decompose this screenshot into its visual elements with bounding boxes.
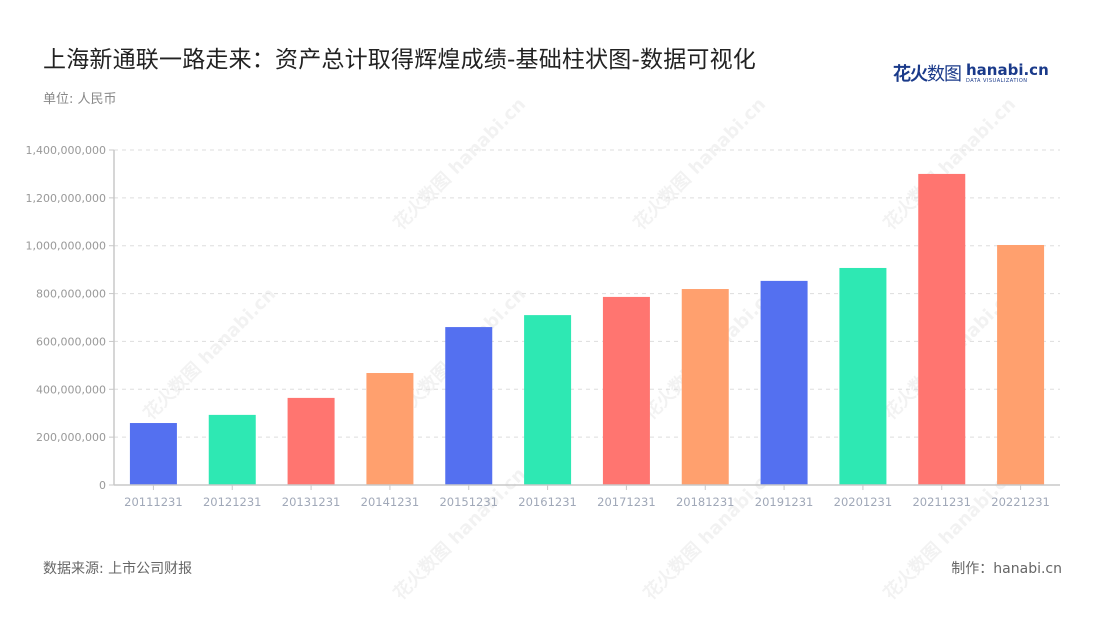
x-tick-label: 20201231 — [834, 495, 893, 509]
unit-label: 单位: 人民币 — [43, 92, 117, 107]
x-tick-label: 20181231 — [676, 495, 735, 509]
x-tick-label: 20111231 — [124, 495, 183, 509]
x-axis: 20111231 20121231 20131231 20141231 20151231… — [114, 484, 1060, 509]
bar-20201231 — [839, 267, 887, 485]
x-tick-label: 20211231 — [912, 495, 971, 509]
bar-20151231 — [445, 327, 493, 485]
bar-20141231 — [366, 373, 414, 485]
y-tick-label: 0 — [99, 479, 106, 492]
y-tick-label: 800,000,000 — [36, 288, 106, 301]
logo-cn: 花火数图 — [893, 60, 962, 86]
logo-tagline: DATA VISUALIZATION — [966, 77, 1028, 84]
bar-20181231 — [681, 289, 729, 485]
bar-20221231 — [997, 244, 1045, 485]
credit: 制作：hanabi.cn — [951, 561, 1062, 577]
logo-cn-bold: 花火 — [893, 64, 928, 85]
y-tick-label: 200,000,000 — [36, 431, 106, 444]
bar-20171231 — [602, 296, 650, 485]
bar-20121231 — [208, 414, 256, 485]
x-tick-label: 20171231 — [597, 495, 656, 509]
x-tick-label: 20221231 — [991, 495, 1050, 509]
y-tick-label: 600,000,000 — [36, 335, 106, 348]
logo-en-text: hanabi.cn — [966, 60, 1049, 79]
bars — [129, 173, 1045, 485]
x-tick-label: 20161231 — [518, 495, 577, 509]
y-tick-label: 1,000,000,000 — [26, 240, 106, 253]
brand-logo: 花火数图 hanabi.cn DATA VISUALIZATION — [893, 60, 1049, 86]
logo-en: hanabi.cn DATA VISUALIZATION — [966, 60, 1049, 84]
x-tick-label: 20191231 — [755, 495, 814, 509]
x-tick-label: 20141231 — [361, 495, 420, 509]
y-tick-label: 1,200,000,000 — [26, 192, 106, 205]
logo-cn-thin: 数图 — [927, 64, 962, 85]
data-source: 数据来源: 上市公司财报 — [43, 561, 193, 577]
y-tick-label: 1,400,000,000 — [26, 144, 106, 157]
y-tick-label: 400,000,000 — [36, 383, 106, 396]
bar-20191231 — [760, 280, 808, 485]
bar-20161231 — [524, 315, 572, 485]
chart-title: 上海新通联一路走来：资产总计取得辉煌成绩-基础柱状图-数据可视化 — [43, 47, 756, 73]
bar-20211231 — [918, 173, 966, 485]
x-tick-label: 20131231 — [282, 495, 341, 509]
x-tick-label: 20121231 — [203, 495, 262, 509]
bar-20111231 — [129, 423, 177, 485]
bar-20131231 — [287, 397, 335, 485]
x-tick-label: 20151231 — [439, 495, 498, 509]
y-axis: 0 200,000,000 400,000,000 600,000,000 800,00… — [26, 144, 115, 492]
grid-lines — [114, 149, 1060, 438]
